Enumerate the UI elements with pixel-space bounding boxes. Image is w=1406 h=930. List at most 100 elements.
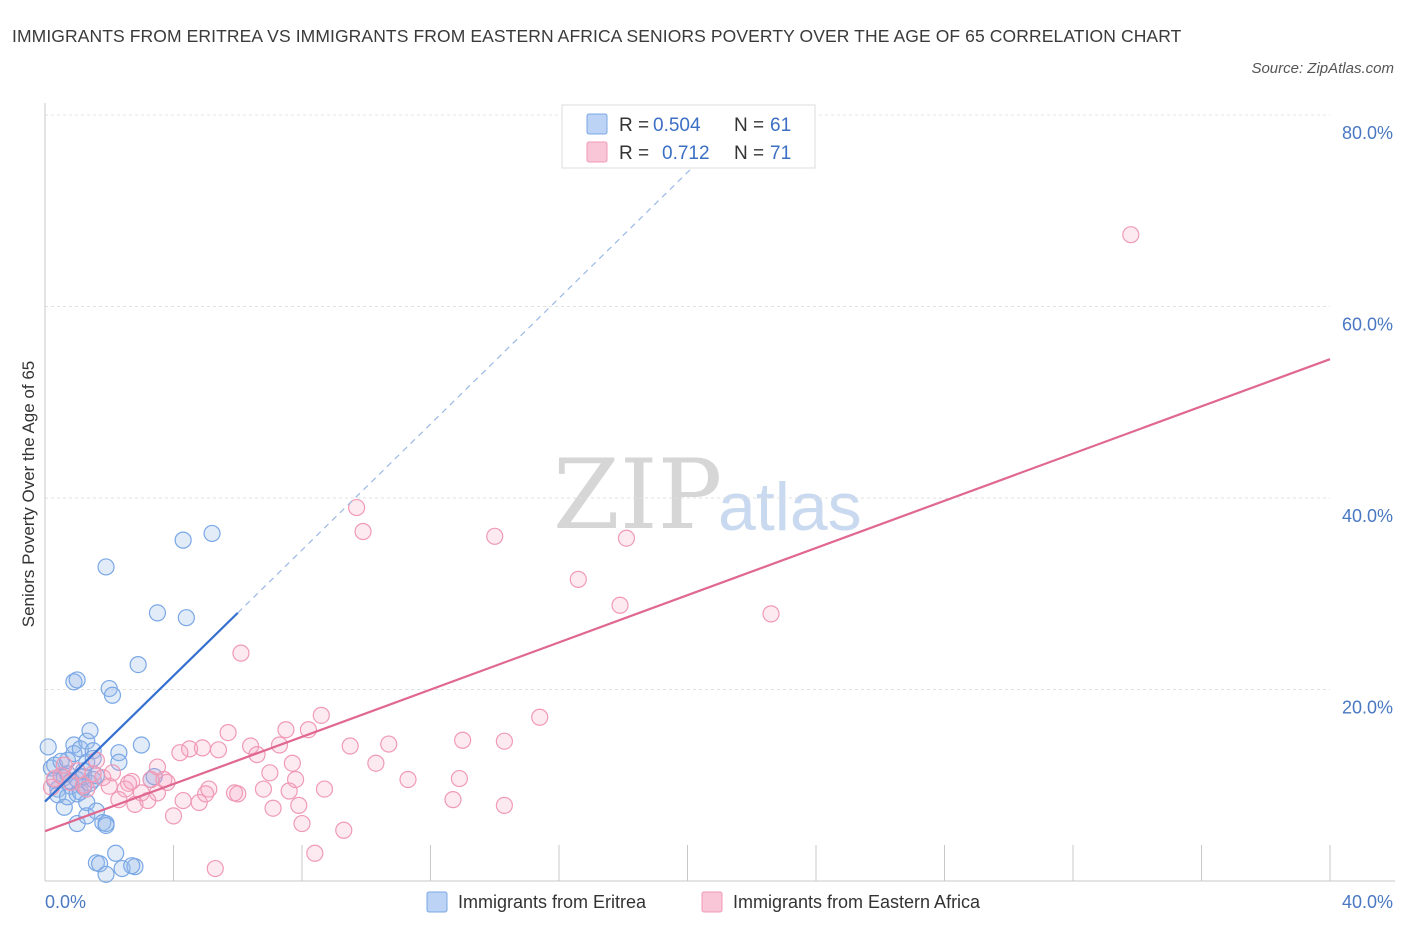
eritrea-point-0 xyxy=(39,738,57,756)
eritrea-point-42 xyxy=(97,865,115,883)
eastern-africa-point-25 xyxy=(164,807,183,825)
eritrea-point-50 xyxy=(113,859,131,878)
eastern-africa-point-67 xyxy=(495,732,513,750)
eastern-africa-point-26 xyxy=(171,744,189,762)
eastern-africa-point-72 xyxy=(762,605,780,623)
eastern-africa-trend-line xyxy=(44,358,1331,833)
eastern-africa-point-55 xyxy=(335,821,353,839)
y-tick-label-1: 40.0% xyxy=(1342,506,1393,526)
eastern-africa-point-7 xyxy=(78,780,96,798)
bottom-legend-swatch-eritrea xyxy=(426,891,448,913)
eastern-africa-point-47 xyxy=(283,754,301,772)
legend-r-label-2: R = xyxy=(619,143,649,164)
eritrea-point-53 xyxy=(132,736,150,754)
watermark-atlas: atlas xyxy=(718,469,862,545)
eastern-africa-point-40 xyxy=(248,746,266,764)
eastern-africa-point-41 xyxy=(254,780,273,798)
eastern-africa-point-31 xyxy=(197,785,215,803)
eritrea-point-56 xyxy=(174,531,192,549)
eastern-africa-point-8 xyxy=(84,765,102,783)
grid xyxy=(45,114,1330,690)
eritrea-point-32 xyxy=(81,722,99,740)
source-label: Source: ZipAtlas.com xyxy=(1251,60,1394,77)
eritrea-point-28 xyxy=(78,793,96,812)
y-tick-label-0: 20.0% xyxy=(1342,698,1393,718)
x-tick-labels: 0.0% 40.0% xyxy=(45,892,1393,912)
bottom-legend-swatch-eastern-africa xyxy=(701,891,723,913)
eastern-africa-points xyxy=(42,226,1140,878)
eastern-africa-point-57 xyxy=(348,498,366,517)
eastern-africa-point-53 xyxy=(312,706,330,724)
x-tick-label-1: 40.0% xyxy=(1342,892,1393,912)
y-axis-label: Seniors Poverty Over the Age of 65 xyxy=(19,361,38,627)
eritrea-point-27 xyxy=(78,732,96,750)
legend-swatch-eastern-africa xyxy=(586,141,608,163)
eastern-africa-point-69 xyxy=(569,570,587,588)
eritrea-point-9 xyxy=(55,798,73,816)
legend-n-label-1: N = xyxy=(734,115,764,136)
eritrea-point-44 xyxy=(97,558,115,576)
eastern-africa-point-56 xyxy=(341,737,359,755)
legend-swatch-eritrea xyxy=(586,113,608,135)
eritrea-point-60 xyxy=(123,857,141,875)
eastern-africa-point-70 xyxy=(611,596,629,614)
eastern-africa-point-73 xyxy=(1122,226,1140,244)
eritrea-point-46 xyxy=(103,686,122,704)
trend-lines xyxy=(44,162,1331,833)
eastern-africa-point-66 xyxy=(495,796,513,814)
eastern-africa-point-68 xyxy=(531,708,549,726)
eastern-africa-point-34 xyxy=(209,741,228,759)
eastern-africa-point-62 xyxy=(444,791,462,809)
eastern-africa-point-32 xyxy=(200,780,218,798)
legend-n-value-1: 61 xyxy=(770,115,791,136)
eritrea-point-21 xyxy=(68,671,86,689)
eastern-africa-point-59 xyxy=(367,754,385,772)
eastern-africa-point-2 xyxy=(52,767,70,785)
watermark-zip: ZIP xyxy=(553,439,722,551)
eastern-africa-point-60 xyxy=(380,735,398,753)
bottom-legend-eastern-africa: Immigrants from Eastern Africa xyxy=(733,892,981,912)
legend-n-label-2: N = xyxy=(734,143,764,164)
axes xyxy=(44,103,1395,882)
eastern-africa-point-64 xyxy=(454,731,472,749)
eritrea-point-48 xyxy=(110,744,128,762)
eritrea-point-58 xyxy=(203,524,221,543)
eastern-africa-point-65 xyxy=(486,527,504,545)
eritrea-point-57 xyxy=(177,609,195,627)
eritrea-point-39 xyxy=(91,855,109,873)
eastern-africa-point-43 xyxy=(264,799,282,817)
eastern-africa-point-39 xyxy=(242,737,260,755)
eastern-africa-point-9 xyxy=(87,751,106,769)
legend-n-value-2: 71 xyxy=(770,143,791,164)
y-tick-labels: 20.0% 40.0% 60.0% 80.0% xyxy=(1342,123,1393,718)
eastern-africa-point-58 xyxy=(354,522,372,541)
eastern-africa-point-52 xyxy=(306,844,324,862)
y-tick-label-3: 80.0% xyxy=(1342,123,1393,143)
eritrea-point-12 xyxy=(58,751,77,769)
eastern-africa-point-61 xyxy=(399,770,417,789)
eastern-africa-point-45 xyxy=(277,721,295,739)
eastern-africa-point-16 xyxy=(123,772,141,791)
bottom-legend-eritrea: Immigrants from Eritrea xyxy=(458,892,647,912)
eastern-africa-point-42 xyxy=(261,764,279,782)
legend-r-value-2: 0.712 xyxy=(662,143,710,164)
eastern-africa-point-12 xyxy=(103,764,122,782)
eastern-africa-point-28 xyxy=(180,740,199,758)
eastern-africa-point-30 xyxy=(193,739,212,757)
eritrea-point-49 xyxy=(110,753,128,771)
eastern-africa-point-29 xyxy=(190,793,208,812)
eritrea-point-47 xyxy=(107,844,125,862)
chart-title: IMMIGRANTS FROM ERITREA VS IMMIGRANTS FR… xyxy=(12,26,1182,46)
eastern-africa-point-54 xyxy=(315,780,334,798)
eritrea-trend-dashed xyxy=(237,162,698,614)
eastern-africa-point-35 xyxy=(219,723,237,742)
legend-r-value-1: 0.504 xyxy=(653,115,701,136)
eritrea-point-43 xyxy=(97,816,115,835)
eastern-africa-point-49 xyxy=(290,796,308,814)
eastern-africa-point-63 xyxy=(450,769,469,788)
eritrea-trend-line xyxy=(44,612,239,803)
eastern-africa-point-27 xyxy=(174,791,192,810)
eritrea-points xyxy=(39,524,221,883)
eastern-africa-point-48 xyxy=(286,770,305,789)
